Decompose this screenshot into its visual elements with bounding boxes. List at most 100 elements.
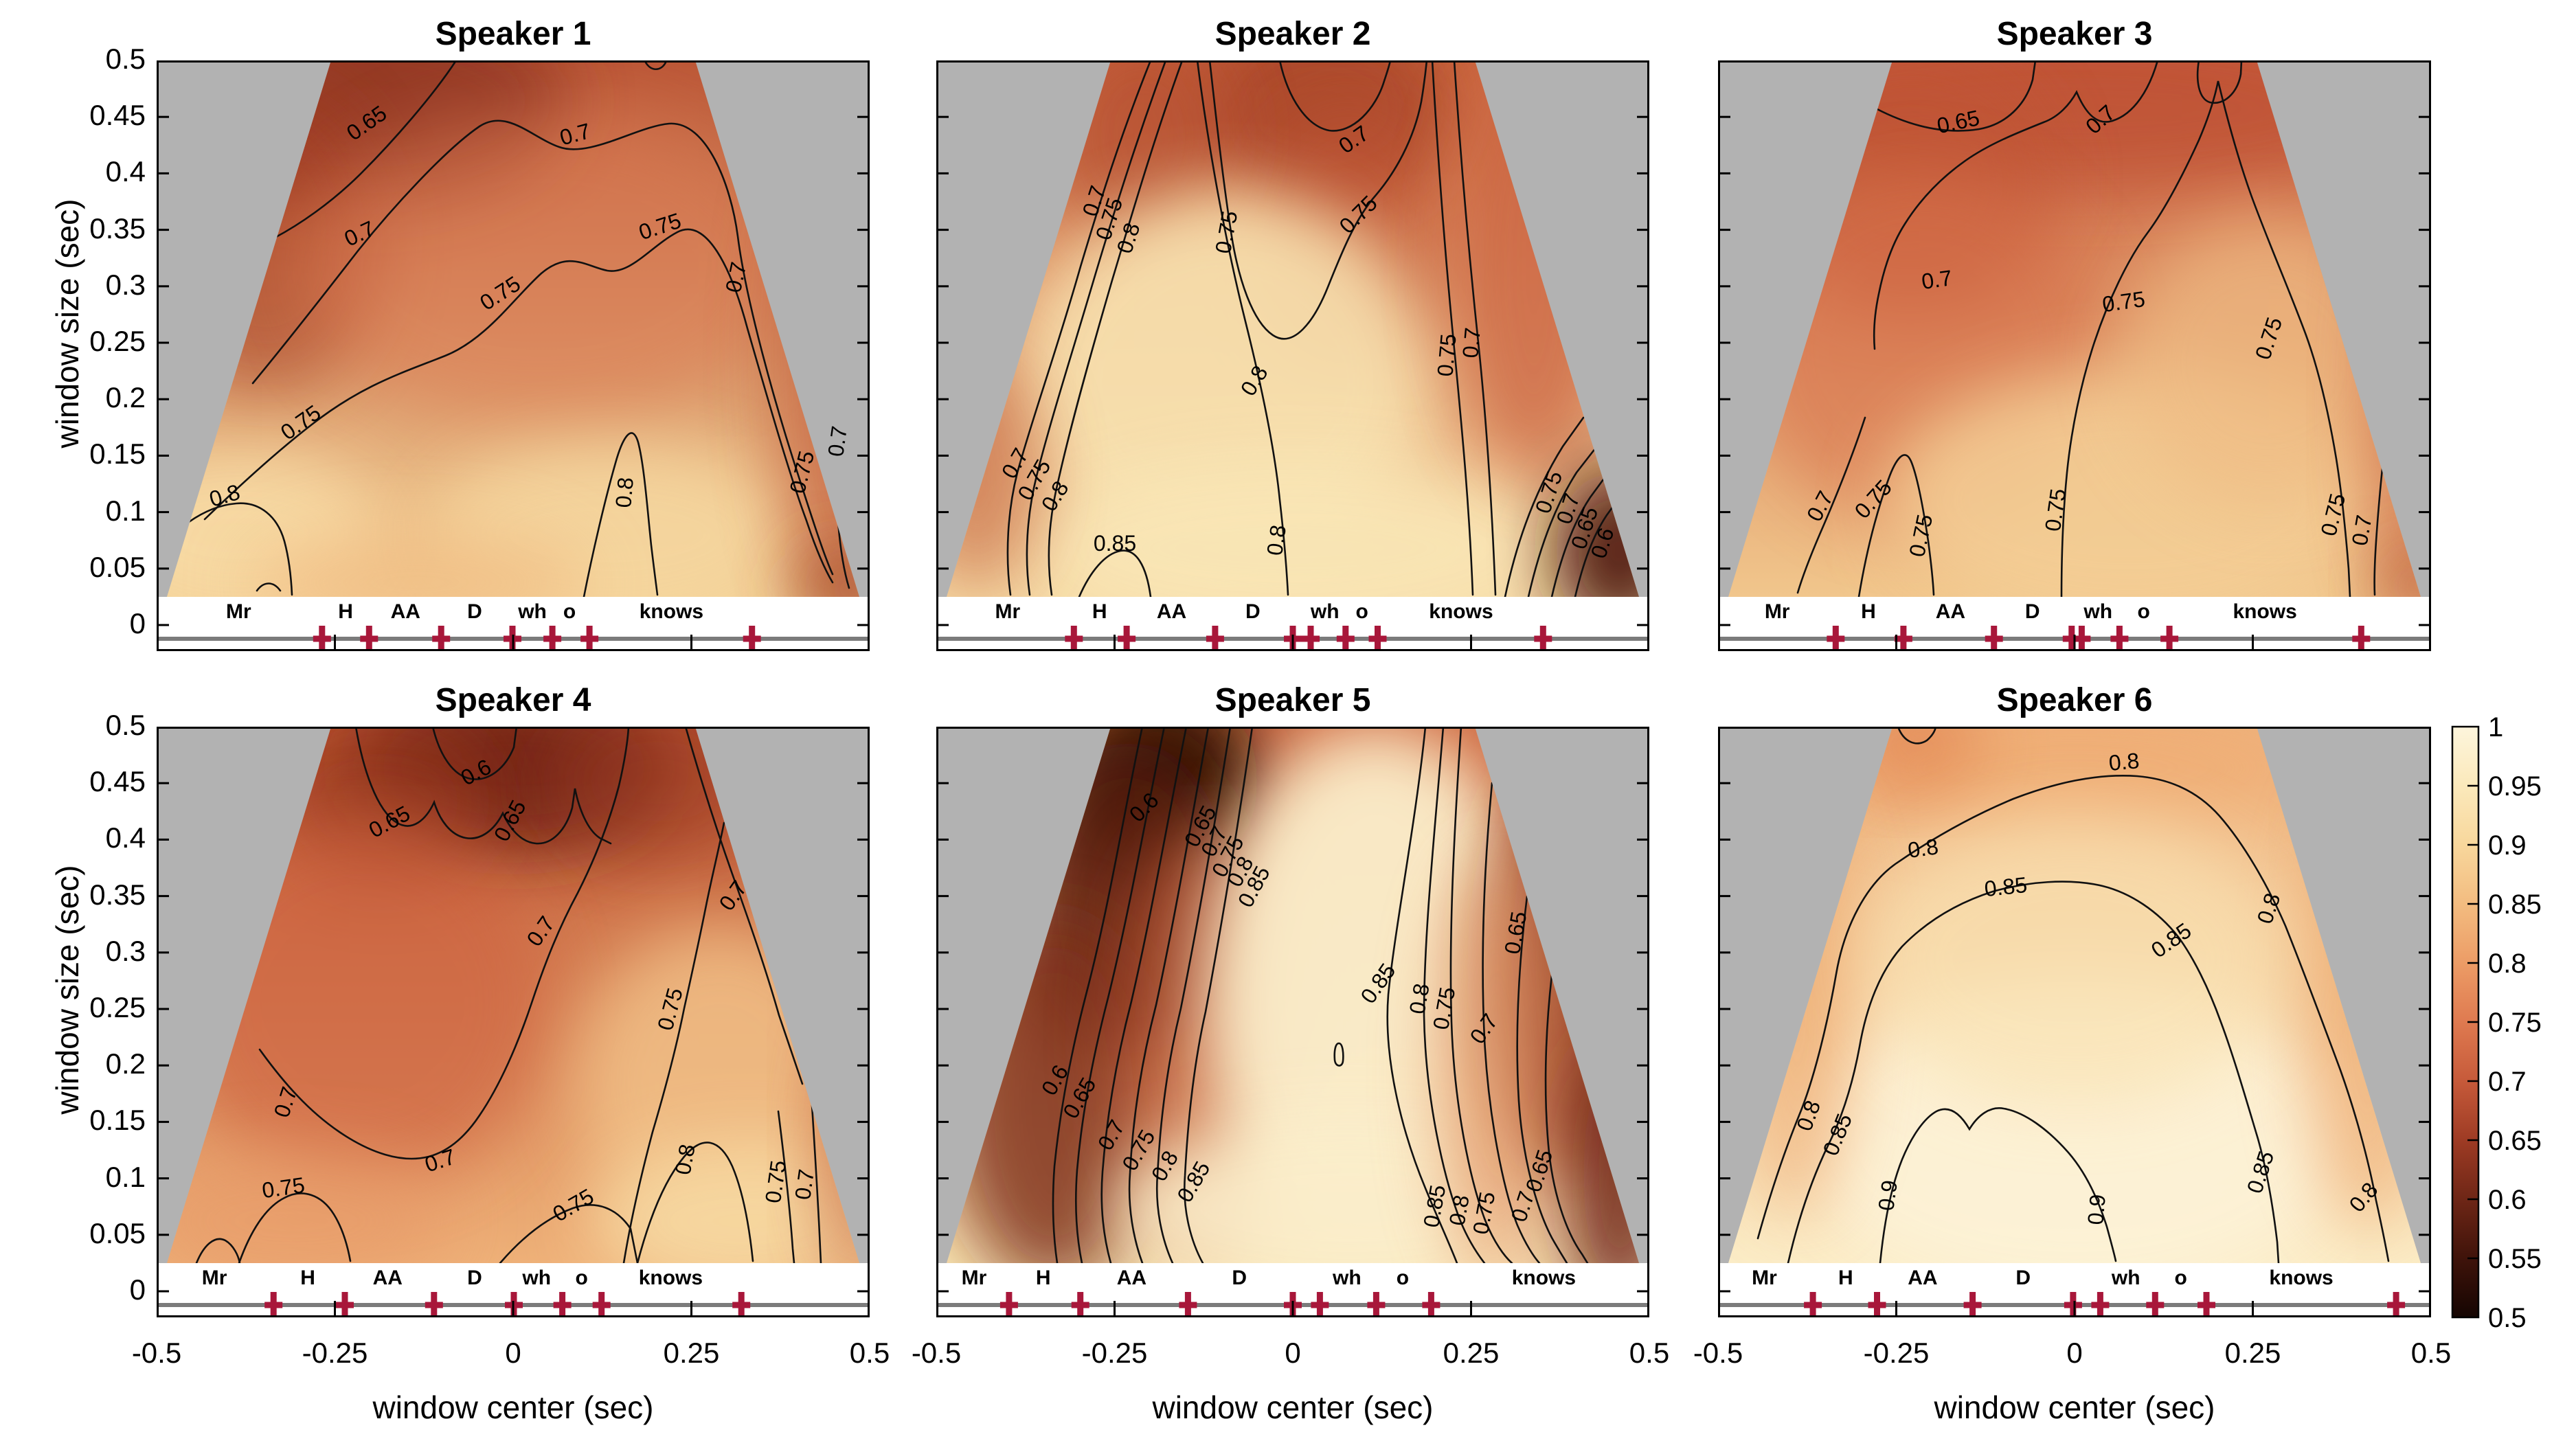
contour-line: [273, 60, 457, 239]
word-boundary-marker: [1118, 626, 1136, 651]
contour-line: [1128, 727, 1210, 1263]
axis-border: [936, 60, 1649, 651]
contour-line: [1516, 895, 1568, 1263]
y-tick-label: 0.15: [89, 438, 146, 470]
contour-line: [1550, 475, 1607, 597]
word-boundary-marker: [1985, 626, 2003, 651]
y-tick-label: 0.35: [89, 212, 146, 245]
word-label: H: [1838, 1267, 1853, 1289]
word-boundary-marker: [2197, 1292, 2215, 1317]
contour-line: [1897, 727, 1937, 745]
contour-line: [1431, 60, 1474, 596]
word-label: D: [2025, 600, 2040, 623]
contour-line: [258, 727, 630, 1160]
word-boundary-marker: [1868, 1292, 1886, 1317]
word-label: o: [575, 1267, 587, 1289]
word-label: AA: [1908, 1267, 1937, 1289]
y-tick-label: 0.05: [89, 1216, 146, 1249]
contour-label: 0.75: [2101, 286, 2147, 317]
contour-line: [1155, 727, 1232, 1263]
colorbar-tick-label: 0.75: [2488, 1008, 2542, 1038]
word-label: H: [300, 1267, 315, 1289]
contour-line: [203, 228, 834, 584]
contour-label: 0.75: [760, 1159, 791, 1205]
contour-line: [1074, 727, 1166, 1263]
colorbar-tick-label: 0.5: [2488, 1303, 2527, 1333]
word-boundary-marker: [553, 1292, 572, 1317]
y-tick-label: 0.45: [89, 99, 146, 132]
contour-line: [1544, 974, 1589, 1263]
x-tick-label: 0.5: [849, 1337, 890, 1369]
axis-border: [1718, 60, 2431, 651]
panel-speaker-6: 0.80.80.80.80.80.850.850.850.850.9 0.9Mr H…: [1718, 727, 2431, 1317]
contour-line: [1196, 60, 1289, 596]
y-tick-label: 0.15: [89, 1104, 146, 1137]
contour-label: 0.75: [260, 1172, 306, 1203]
word-label: AA: [1117, 1267, 1146, 1289]
contour-line: [1386, 727, 1458, 1263]
word-label: D: [1245, 600, 1261, 623]
contour-label: 0.7: [2347, 513, 2377, 547]
contour-line: [167, 502, 293, 596]
contour-line: [1574, 499, 1619, 597]
word-label: D: [467, 1267, 482, 1289]
word-label: o: [2174, 1267, 2187, 1289]
word-label: D: [1232, 1267, 1247, 1289]
contour-label: 0.8: [611, 476, 638, 508]
y-tick-label: 0.2: [105, 1047, 146, 1080]
axis-ticks: [158, 115, 868, 650]
y-tick-label: 0.05: [89, 550, 146, 583]
word-label: wh: [2111, 1267, 2140, 1289]
panel-speaker-2: 0.70.70.750.750.80.80.850.70.75 0.750.80.…: [936, 60, 1649, 651]
word-label: D: [467, 600, 482, 623]
panel-speaker-5: 0.60.60.650.650.70.70.750.750.80.80.850.…: [936, 727, 1649, 1317]
contour-label: 0.7: [823, 424, 852, 458]
contour-line: [1453, 60, 1497, 596]
contour-line: [1787, 881, 2280, 1263]
contour-label: 0.8: [1445, 1193, 1474, 1227]
word-label: H: [1036, 1267, 1051, 1289]
axis-ticks: [938, 782, 1648, 1316]
x-tick-label: 0.25: [663, 1337, 720, 1369]
word-label: wh: [2083, 600, 2112, 623]
word-boundary-marker: [2064, 1292, 2082, 1317]
x-tick-label: -0.5: [1693, 1337, 1743, 1369]
word-label: wh: [1332, 1267, 1362, 1289]
y-tick-label: 0.2: [105, 381, 146, 414]
y-tick-label: 0.35: [89, 878, 146, 911]
word-boundary-marker: [1179, 1292, 1197, 1317]
contour-line: [1857, 454, 1935, 597]
y-tick-label: 0.4: [105, 155, 146, 188]
contour-line: [622, 821, 725, 1263]
contour-line: [354, 727, 612, 845]
contour-label: 0.9: [1873, 1179, 1902, 1212]
contour-line: [1449, 727, 1513, 1263]
y-tick-label: 0.5: [105, 43, 146, 75]
word-label: o: [1397, 1267, 1409, 1289]
contour-line: [2196, 60, 2243, 104]
word-boundary-marker: [2110, 626, 2129, 651]
x-tick-label: 0.5: [2410, 1337, 2452, 1369]
word-label: Mr: [226, 600, 251, 623]
word-boundary-marker: [1367, 1292, 1386, 1317]
contour-label: 0.7: [1920, 265, 1954, 294]
word-boundary-marker: [1336, 626, 1355, 651]
word-boundary-marker: [2146, 1292, 2165, 1317]
word-boundary-marker: [1206, 626, 1224, 651]
word-boundary-marker: [543, 626, 562, 651]
contour-label: 0.7: [790, 1168, 819, 1201]
axis-ticks: [158, 782, 868, 1316]
contour-line: [1006, 60, 1152, 596]
word-label: wh: [521, 1267, 551, 1289]
colorbar-tick-label: 0.85: [2488, 889, 2542, 920]
word-label: AA: [391, 600, 420, 623]
contour-line: [1100, 727, 1188, 1263]
y-tick-label: 0.25: [89, 991, 146, 1023]
word-boundary-marker: [743, 626, 761, 651]
x-tick-label: 0.5: [1629, 1337, 1670, 1369]
contour-label: 0.8: [1262, 523, 1291, 557]
contour-line: [195, 1238, 241, 1263]
word-boundary-marker: [1804, 1292, 1822, 1317]
word-label: AA: [1936, 600, 1965, 623]
contour-line: [1482, 782, 1541, 1263]
